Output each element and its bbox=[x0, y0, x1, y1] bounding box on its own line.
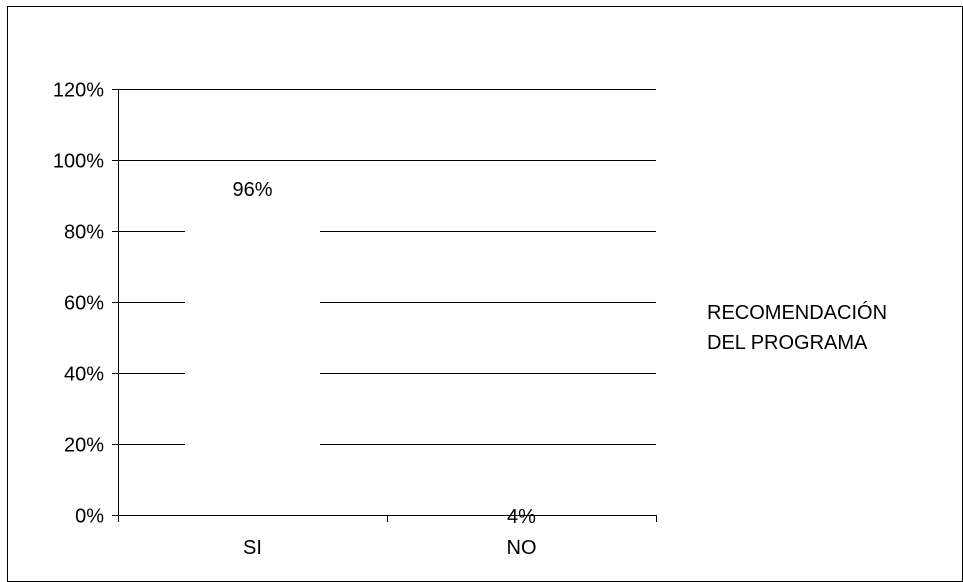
legend-entry-line: RECOMENDACIÓN bbox=[707, 301, 887, 324]
y-tick-label: 80% bbox=[64, 222, 104, 244]
axes bbox=[112, 89, 657, 522]
labels: 0% 20% 40% 60% 80% 100% 120% 96% SI 4% NO bbox=[53, 80, 537, 560]
legend-entry-line: DEL PROGRAMA bbox=[707, 332, 868, 354]
chart-border bbox=[7, 6, 963, 582]
x-tick-label: SI bbox=[243, 537, 262, 559]
x-tick-label: NO bbox=[507, 537, 537, 559]
y-tick-label: 100% bbox=[53, 151, 104, 173]
y-tick-label: 40% bbox=[64, 364, 104, 386]
bar-si bbox=[185, 174, 320, 515]
legend: RECOMENDACIÓN DEL PROGRAMA bbox=[707, 301, 887, 354]
y-tick-label: 60% bbox=[64, 293, 104, 315]
bar-no bbox=[454, 500, 589, 515]
bars bbox=[185, 174, 589, 515]
data-label: 96% bbox=[232, 179, 272, 201]
y-tick-label: 120% bbox=[53, 80, 104, 102]
data-label: 4% bbox=[507, 506, 536, 528]
y-tick-label: 0% bbox=[75, 506, 104, 528]
y-tick-label: 20% bbox=[64, 435, 104, 457]
